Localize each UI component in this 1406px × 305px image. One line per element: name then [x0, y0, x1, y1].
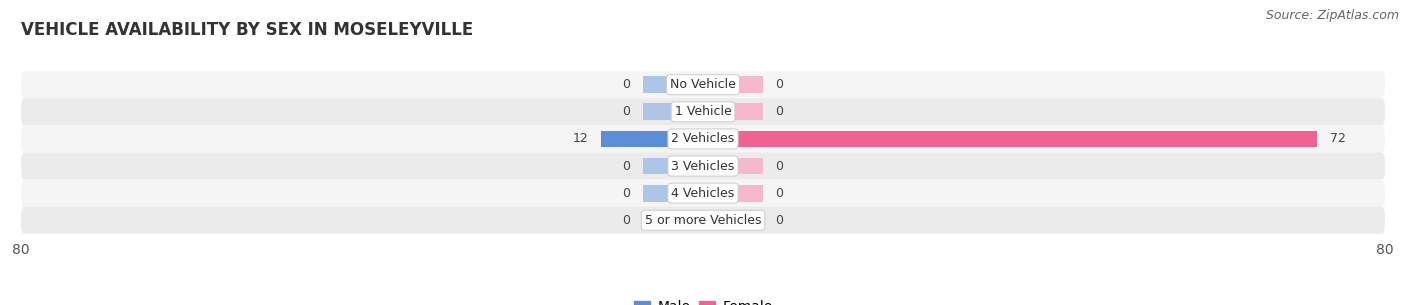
Bar: [644, 212, 703, 229]
Bar: [703, 158, 762, 174]
Text: 0: 0: [623, 187, 630, 200]
Text: 0: 0: [776, 105, 783, 118]
Text: 0: 0: [623, 105, 630, 118]
Legend: Male, Female: Male, Female: [628, 295, 778, 305]
Bar: [644, 76, 703, 93]
Text: 0: 0: [623, 214, 630, 227]
Text: 0: 0: [776, 160, 783, 173]
FancyBboxPatch shape: [21, 98, 1385, 125]
Bar: [703, 103, 762, 120]
Bar: [600, 131, 703, 147]
Text: 2 Vehicles: 2 Vehicles: [672, 132, 734, 145]
Text: 0: 0: [776, 187, 783, 200]
FancyBboxPatch shape: [21, 180, 1385, 207]
Text: 1 Vehicle: 1 Vehicle: [675, 105, 731, 118]
FancyBboxPatch shape: [21, 207, 1385, 234]
Text: 4 Vehicles: 4 Vehicles: [672, 187, 734, 200]
Text: 0: 0: [623, 160, 630, 173]
Bar: [703, 76, 762, 93]
Bar: [703, 185, 762, 202]
FancyBboxPatch shape: [21, 152, 1385, 180]
Bar: [644, 103, 703, 120]
Text: 12: 12: [572, 132, 588, 145]
Bar: [703, 131, 1317, 147]
Text: VEHICLE AVAILABILITY BY SEX IN MOSELEYVILLE: VEHICLE AVAILABILITY BY SEX IN MOSELEYVI…: [21, 21, 474, 39]
Text: 0: 0: [623, 78, 630, 91]
Text: No Vehicle: No Vehicle: [671, 78, 735, 91]
FancyBboxPatch shape: [21, 125, 1385, 152]
Bar: [644, 185, 703, 202]
Text: 3 Vehicles: 3 Vehicles: [672, 160, 734, 173]
Bar: [644, 158, 703, 174]
Text: 0: 0: [776, 78, 783, 91]
Text: Source: ZipAtlas.com: Source: ZipAtlas.com: [1265, 9, 1399, 22]
Text: 0: 0: [776, 214, 783, 227]
Text: 5 or more Vehicles: 5 or more Vehicles: [645, 214, 761, 227]
Text: 72: 72: [1330, 132, 1346, 145]
Bar: [703, 212, 762, 229]
FancyBboxPatch shape: [21, 71, 1385, 98]
